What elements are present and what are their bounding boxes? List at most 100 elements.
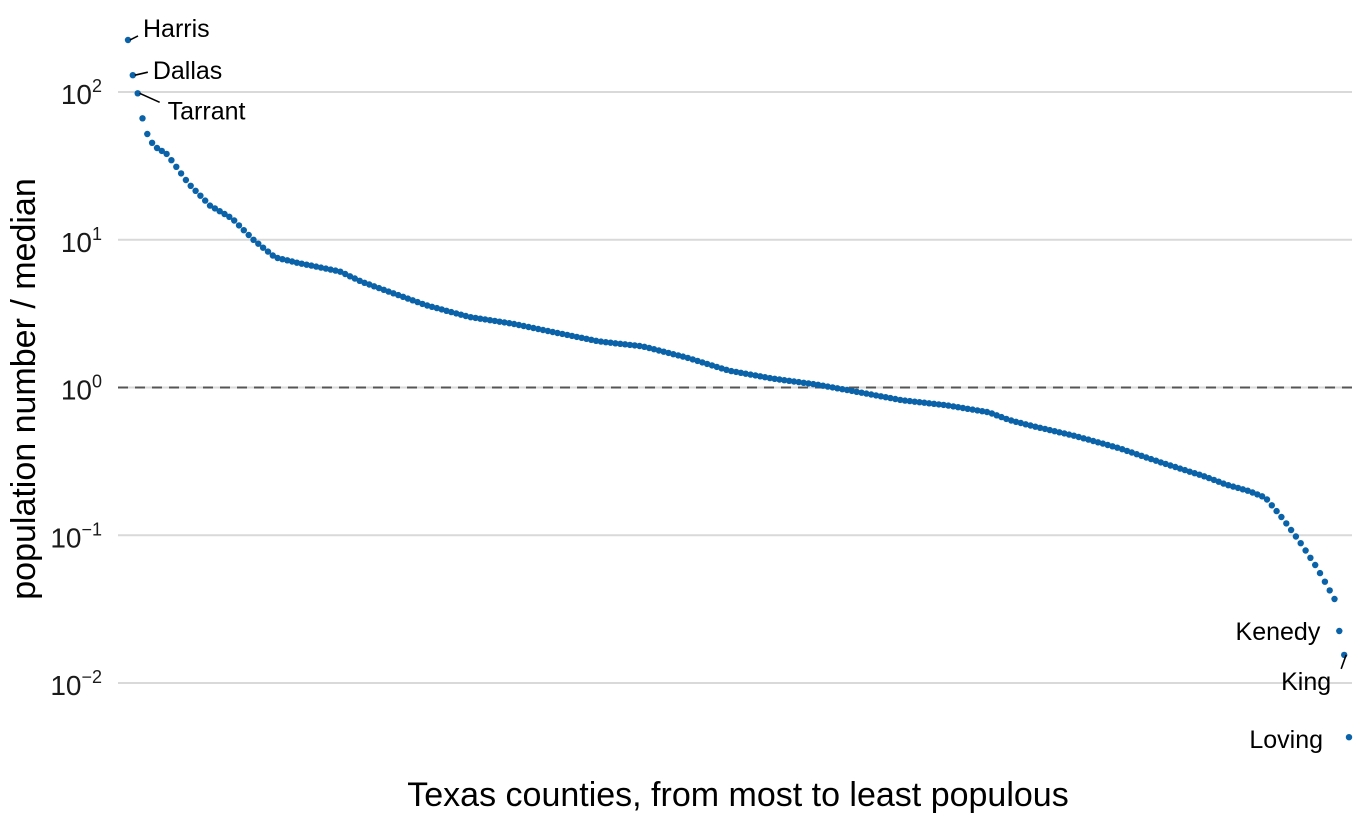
- data-point: [1292, 533, 1300, 540]
- data-point: [1287, 526, 1295, 534]
- data-point: [351, 275, 358, 282]
- data-point: [414, 298, 421, 306]
- data-point: [607, 339, 614, 346]
- data-point: [848, 387, 856, 395]
- data-point: [655, 347, 663, 354]
- data-point: [525, 323, 532, 331]
- data-point: [187, 182, 194, 189]
- data-point: [670, 351, 677, 358]
- data-point: [964, 405, 971, 412]
- data-point: [1307, 554, 1314, 561]
- data-point: [1278, 513, 1285, 521]
- data-point: [1036, 424, 1044, 431]
- data-point: [1075, 433, 1082, 441]
- data-point: [231, 217, 238, 224]
- data-point: [390, 290, 397, 297]
- data-point: [462, 312, 469, 320]
- data-point: [742, 370, 749, 377]
- data-point: [940, 401, 947, 409]
- data-point: [399, 293, 407, 300]
- data-point: [303, 261, 310, 268]
- data-point: [1032, 423, 1039, 430]
- data-point: [810, 380, 817, 388]
- data-point: [342, 270, 349, 278]
- data-point: [776, 376, 783, 383]
- data-point: [699, 359, 706, 366]
- data-point: [737, 369, 745, 376]
- data-point: [665, 349, 672, 357]
- data-point: [853, 388, 860, 395]
- data-point: [1244, 487, 1251, 494]
- data-point: [588, 336, 595, 343]
- data-point: [872, 392, 880, 399]
- data-point: [404, 295, 412, 302]
- point-annotations: Harris Dallas Tarrant Kenedy King Loving: [129, 15, 1347, 754]
- data-point: [515, 321, 523, 329]
- data-point: [202, 197, 209, 204]
- data-point: [443, 307, 450, 314]
- data-point: [925, 400, 933, 407]
- data-point: [467, 314, 474, 321]
- data-point: [308, 262, 315, 269]
- data-point: [1215, 478, 1222, 485]
- y-tick-label: 10−2: [50, 667, 102, 701]
- data-point: [1012, 418, 1020, 425]
- data-point: [486, 317, 494, 324]
- data-point: [245, 231, 252, 239]
- data-point: [761, 374, 769, 381]
- data-point: [868, 391, 875, 398]
- data-point: [501, 319, 508, 326]
- data-point: [1283, 520, 1290, 527]
- data-point: [332, 267, 339, 274]
- data-point: [380, 286, 387, 293]
- y-tick-label: 10−1: [50, 519, 102, 553]
- data-point: [675, 352, 682, 359]
- data-point: [935, 401, 942, 408]
- data-point: [597, 338, 605, 345]
- data-point: [1176, 465, 1184, 472]
- data-point: [592, 337, 600, 344]
- data-point: [1186, 468, 1193, 475]
- data-point: [148, 139, 156, 146]
- data-point: [472, 314, 479, 322]
- data-point: [1022, 421, 1029, 428]
- data-point: [901, 397, 909, 404]
- data-point: [1273, 507, 1280, 515]
- data-point: [786, 377, 793, 384]
- data-point: [930, 400, 938, 407]
- data-point: [921, 399, 928, 406]
- data-point: [916, 399, 923, 406]
- data-point: [274, 254, 281, 262]
- data-point: [1234, 484, 1242, 492]
- data-point: [689, 356, 696, 363]
- data-point: [1046, 426, 1054, 434]
- data-point: [694, 357, 701, 365]
- annotation-leader-line: [1340, 654, 1347, 670]
- data-point: [370, 283, 378, 290]
- data-point: [843, 386, 851, 394]
- data-point: [1008, 417, 1015, 424]
- data-point: [1152, 457, 1160, 464]
- data-point: [197, 192, 204, 199]
- data-point: [322, 265, 330, 272]
- data-point: [539, 326, 547, 334]
- data-point: [298, 260, 305, 267]
- data-point: [1138, 452, 1145, 459]
- data-point: [1080, 435, 1087, 442]
- data-point: [221, 210, 228, 218]
- data-point: [950, 403, 957, 410]
- data-point: [144, 130, 151, 138]
- data-point: [1003, 415, 1010, 423]
- data-point: [863, 390, 870, 397]
- data-point: [568, 332, 576, 340]
- data-point: [814, 381, 822, 388]
- data-point: [1056, 429, 1063, 436]
- data-point: [530, 324, 537, 332]
- data-point: [1070, 432, 1078, 439]
- data-point: [641, 343, 648, 350]
- data-point: [428, 303, 436, 310]
- data-point: [1157, 459, 1165, 466]
- data-point: [327, 266, 334, 273]
- data-point: [621, 341, 629, 348]
- data-point: [433, 304, 441, 312]
